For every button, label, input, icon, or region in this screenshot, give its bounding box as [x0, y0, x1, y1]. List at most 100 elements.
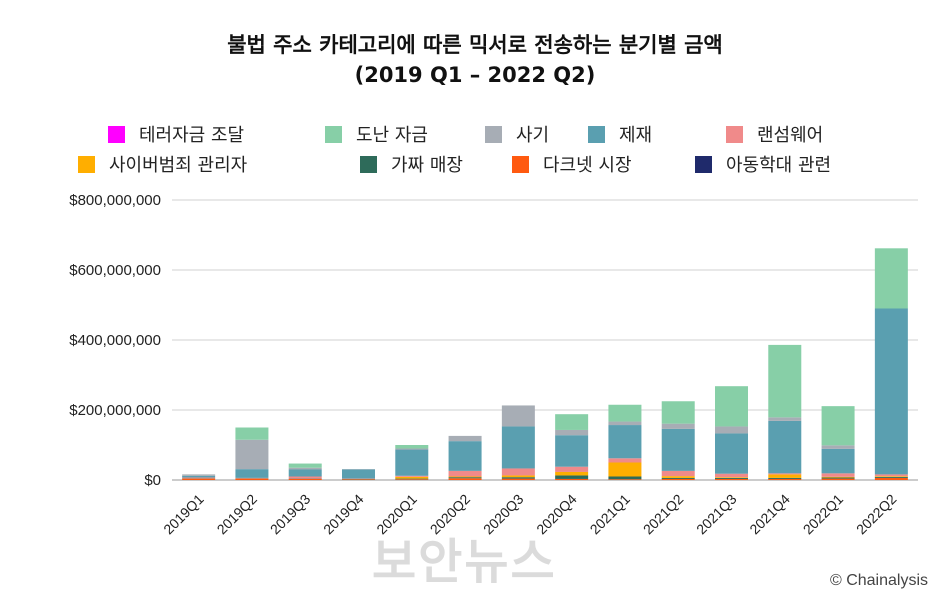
legend-item-terror-financing: 테러자금 조달 — [108, 121, 244, 147]
legend-item-child-abuse: 아동학대 관련 — [695, 151, 831, 177]
bar-segment — [395, 449, 429, 476]
bar-segment — [235, 439, 269, 470]
y-tick-label: $200,000,000 — [69, 402, 161, 419]
bar-stack — [448, 435, 482, 480]
bar-segment — [288, 478, 322, 480]
bar-segment — [874, 477, 908, 480]
bar-segment — [768, 473, 802, 475]
chart-title-line-2: (2019 Q1 – 2022 Q2) — [354, 63, 596, 87]
bar-segment — [874, 474, 908, 477]
bar-segment — [235, 427, 269, 440]
bar-segment — [501, 478, 535, 480]
y-tick-label: $800,000,000 — [69, 192, 161, 209]
legend-swatch — [78, 155, 95, 173]
legend-item-cybercriminal-administrator: 사이버범죄 관리자 — [78, 151, 247, 177]
bar-segment — [608, 479, 642, 480]
bar-segment — [342, 469, 375, 479]
bar-segment — [768, 417, 802, 421]
bar-segment — [501, 426, 535, 469]
legend-item-sanctions: 제재 — [588, 121, 652, 147]
bar-segment — [768, 478, 802, 480]
bar-segment — [715, 433, 748, 474]
bar-segment — [342, 479, 375, 480]
bar-segment — [874, 476, 908, 478]
legend-label: 랜섬웨어 — [757, 125, 824, 146]
legend-item-ransomware: 랜섬웨어 — [726, 121, 823, 147]
legend-swatch — [588, 125, 605, 143]
bar-segment — [501, 475, 535, 478]
x-tick-label: 2022Q2 — [853, 491, 900, 538]
gridlines — [172, 199, 918, 481]
bar-segment — [555, 475, 589, 479]
bar-segment — [715, 386, 748, 427]
bar-stack — [342, 469, 375, 480]
legend-swatch — [512, 155, 529, 173]
bar-segment — [661, 470, 695, 477]
bar-segment — [448, 478, 482, 480]
legend-label: 도난 자금 — [356, 125, 428, 146]
bar-segment — [182, 475, 216, 478]
bar-segment — [608, 421, 642, 426]
x-tick-label: 2019Q1 — [160, 491, 207, 538]
watermark: 보안뉴스 — [372, 534, 557, 590]
bar-segment — [555, 466, 589, 472]
bar-segment — [448, 477, 482, 479]
bar-segment — [715, 426, 748, 434]
x-tick-label: 2021Q4 — [746, 491, 793, 538]
legend-swatch — [360, 155, 377, 173]
legend-item-stolen-funds: 도난 자금 — [325, 121, 428, 147]
bar-segment — [661, 423, 695, 429]
bar-segment — [555, 435, 589, 467]
legend-swatch — [485, 125, 502, 143]
legend-label: 사이버범죄 관리자 — [109, 155, 248, 176]
bar-segment — [608, 458, 642, 463]
bar-stack — [874, 248, 908, 480]
bar-segment — [768, 474, 802, 478]
bar-segment — [288, 467, 322, 470]
bar-segment — [235, 469, 269, 478]
bar-segment — [448, 476, 482, 478]
bar-segment — [288, 476, 322, 479]
chart-title-line-1: 불법 주소 카테고리에 따른 믹서로 전송하는 분기별 금액 — [227, 33, 723, 57]
bar-segment — [715, 477, 748, 478]
x-tick-label: 2021Q3 — [693, 491, 740, 538]
y-tick-label: $400,000,000 — [69, 332, 161, 349]
bar-segment — [395, 445, 429, 449]
legend-label: 아동학대 관련 — [726, 155, 832, 176]
bar-segment — [715, 473, 748, 478]
bar-segment — [448, 470, 482, 477]
bar-segment — [874, 308, 908, 475]
bar-segment — [448, 441, 482, 471]
y-tick-label: $600,000,000 — [69, 262, 161, 279]
bar-segment — [501, 405, 535, 427]
bar-segment — [768, 420, 802, 474]
legend-label: 제재 — [619, 125, 653, 146]
bar-segment — [182, 474, 216, 476]
x-tick-label: 2022Q1 — [800, 491, 847, 538]
bar-segment — [448, 435, 482, 442]
bar-stack — [768, 344, 802, 480]
bar-segment — [501, 468, 535, 476]
legend-item-scam: 사기 — [485, 121, 549, 147]
source-credit: © Chainalysis — [829, 572, 928, 589]
x-tick-label: 2019Q3 — [267, 491, 314, 538]
bar-stack — [501, 405, 535, 480]
x-tick-label: 2021Q2 — [640, 491, 687, 538]
bar-segment — [874, 476, 908, 477]
legend-label: 테러자금 조달 — [139, 125, 245, 146]
x-tick-label: 2021Q1 — [587, 491, 634, 538]
legend-label: 사기 — [516, 125, 550, 146]
bar-segment — [661, 401, 695, 424]
chart-title: 불법 주소 카테고리에 따른 믹서로 전송하는 분기별 금액 (2019 Q1 … — [0, 30, 950, 90]
bar-segment — [182, 477, 216, 479]
bar-stack — [182, 474, 216, 480]
legend-item-fraud-shop: 가짜 매장 — [360, 151, 463, 177]
bar-segment — [874, 248, 908, 309]
y-axis-tick-labels: $0 $200,000,000 $400,000,000 $600,000,000 $8… — [69, 192, 161, 489]
x-tick-label: 2019Q4 — [320, 491, 367, 538]
bar-segment — [608, 462, 642, 477]
chart-legend: 테러자금 조달 도난 자금 사기 제재 랜섬웨어 사이버범죄 관리자 가짜 매장… — [0, 0, 950, 190]
bar-segment — [715, 477, 748, 479]
bar-segment — [555, 471, 589, 476]
